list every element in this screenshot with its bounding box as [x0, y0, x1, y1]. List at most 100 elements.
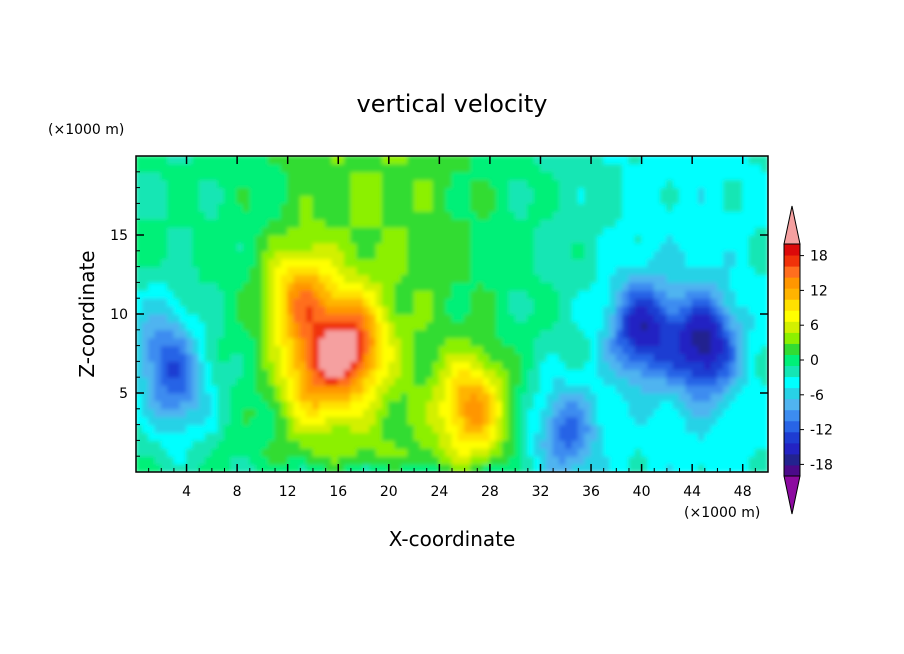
- contour-cell: [242, 345, 251, 354]
- contour-cell: [628, 329, 636, 339]
- contour-cell: [697, 226, 706, 236]
- contour-cell: [350, 156, 358, 165]
- contour-cell: [236, 376, 244, 386]
- contour-cell: [761, 345, 768, 354]
- contour-cell: [223, 226, 232, 236]
- contour-cell: [691, 202, 699, 212]
- contour-cell: [742, 210, 750, 220]
- contour-cell: [249, 432, 257, 441]
- contour-cell: [596, 195, 605, 204]
- contour-cell: [167, 329, 175, 339]
- contour-cell: [350, 195, 358, 204]
- contour-cell: [287, 432, 295, 441]
- contour-cell: [603, 187, 611, 196]
- contour-cell: [413, 242, 421, 252]
- contour-cell: [287, 258, 295, 268]
- contour-cell: [464, 313, 472, 323]
- contour-cell: [419, 195, 428, 204]
- contour-cell: [603, 234, 611, 244]
- contour-cell: [470, 289, 478, 299]
- contour-cell: [615, 250, 624, 260]
- contour-cell: [729, 274, 737, 283]
- contour-cell: [268, 384, 276, 394]
- contour-cell: [527, 258, 535, 268]
- contour-cell: [400, 368, 409, 378]
- contour-cell: [558, 329, 567, 339]
- contour-cell: [413, 195, 421, 204]
- contour-cell: [179, 384, 188, 394]
- contour-cell: [470, 179, 478, 189]
- contour-cell: [192, 179, 200, 189]
- contour-cell: [337, 163, 346, 173]
- contour-cell: [761, 455, 768, 465]
- contour-cell: [615, 368, 624, 378]
- contour-cell: [426, 266, 434, 275]
- contour-cell: [141, 424, 150, 433]
- contour-cell: [299, 463, 308, 472]
- contour-cell: [710, 432, 718, 441]
- contour-cell: [502, 368, 510, 378]
- contour-cell: [369, 274, 377, 283]
- contour-cell: [577, 242, 586, 252]
- contour-cell: [230, 313, 238, 323]
- contour-cell: [527, 195, 535, 204]
- contour-cell: [173, 321, 181, 331]
- contour-cell: [628, 416, 636, 426]
- contour-cell: [388, 156, 396, 165]
- contour-cell: [363, 274, 371, 283]
- contour-cell: [552, 353, 560, 362]
- contour-cell: [337, 297, 346, 307]
- contour-cell: [179, 210, 188, 220]
- contour-cell: [375, 171, 383, 181]
- contour-cell: [375, 329, 383, 339]
- contour-cell: [666, 321, 674, 331]
- contour-cell: [249, 179, 257, 189]
- contour-cell: [647, 218, 655, 228]
- contour-cell: [407, 297, 415, 307]
- contour-cell: [388, 432, 396, 441]
- contour-cell: [761, 376, 768, 386]
- contour-cell: [344, 179, 352, 189]
- contour-cell: [723, 258, 731, 268]
- contour-cell: [268, 289, 276, 299]
- contour-cell: [394, 297, 402, 307]
- contour-cell: [754, 242, 763, 252]
- contour-cell: [761, 179, 768, 189]
- contour-cell: [558, 250, 567, 260]
- contour-cell: [697, 384, 706, 394]
- contour-cell: [558, 234, 567, 244]
- contour-cell: [356, 171, 365, 181]
- contour-cell: [369, 368, 377, 378]
- contour-cell: [457, 313, 466, 323]
- contour-cell: [647, 424, 655, 433]
- contour-cell: [242, 329, 251, 339]
- contour-cell: [363, 313, 371, 323]
- contour-cell: [546, 368, 554, 378]
- contour-cell: [400, 424, 409, 433]
- contour-cell: [571, 266, 579, 275]
- contour-cell: [217, 463, 225, 472]
- contour-cell: [628, 156, 636, 165]
- contour-cell: [413, 432, 421, 441]
- contour-cell: [628, 360, 636, 370]
- contour-cell: [318, 297, 327, 307]
- contour-cell: [394, 321, 402, 331]
- contour-cell: [539, 250, 548, 260]
- contour-cell: [407, 321, 415, 331]
- contour-cell: [641, 156, 649, 165]
- contour-cell: [742, 345, 750, 354]
- contour-cell: [274, 360, 282, 370]
- contour-cell: [394, 424, 402, 433]
- contour-cell: [634, 400, 643, 410]
- contour-cell: [287, 156, 295, 165]
- contour-cell: [325, 432, 333, 441]
- contour-cell: [242, 274, 251, 283]
- contour-cell: [634, 218, 643, 228]
- contour-cell: [584, 337, 592, 347]
- contour-cell: [521, 345, 529, 354]
- contour-cell: [160, 463, 169, 472]
- contour-cell: [154, 345, 162, 354]
- contour-cell: [407, 416, 415, 426]
- contour-cell: [723, 202, 731, 212]
- contour-cell: [419, 345, 428, 354]
